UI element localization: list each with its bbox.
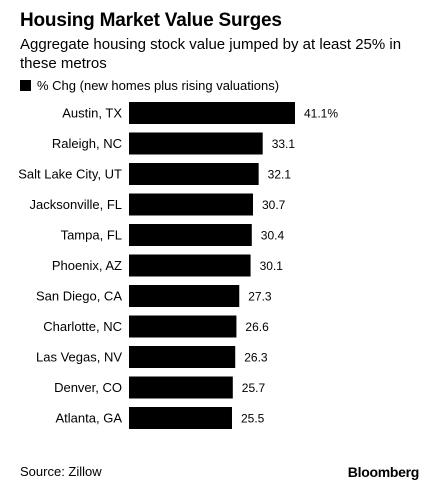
bloomberg-logo: Bloomberg <box>347 464 420 480</box>
value-label-raleigh-nc: 33.1 <box>272 137 296 151</box>
value-label-atlanta-ga: 25.5 <box>241 412 265 426</box>
chart-title: Housing Market Value Surges <box>20 10 282 31</box>
chart-subtitle: Aggregate housing stock value jumped by … <box>20 36 402 72</box>
legend-swatch <box>20 80 31 91</box>
value-label-san-diego-ca: 27.3 <box>248 290 272 304</box>
bar-phoenix-az <box>129 254 251 277</box>
bar-las-vegas-nv <box>129 346 236 368</box>
bar-austin-tx <box>129 102 295 124</box>
category-label-san-diego-ca: San Diego, CA <box>36 289 122 304</box>
category-label-raleigh-nc: Raleigh, NC <box>52 136 122 151</box>
value-label-austin-tx: 41.1% <box>304 107 338 121</box>
value-label-denver-co: 25.7 <box>242 381 266 395</box>
category-label-las-vegas-nv: Las Vegas, NV <box>36 350 122 365</box>
source-note: Source: Zillow <box>20 464 102 479</box>
category-label-austin-tx: Austin, TX <box>62 106 122 121</box>
legend-label: % Chg (new homes plus rising valuations) <box>37 78 280 93</box>
bar-charlotte-nc <box>129 315 237 338</box>
category-label-charlotte-nc: Charlotte, NC <box>43 319 122 334</box>
category-label-phoenix-az: Phoenix, AZ <box>52 258 122 273</box>
bar-denver-co <box>129 376 233 399</box>
value-label-salt-lake-city-ut: 32.1 <box>268 168 292 182</box>
category-label-tampa-fl: Tampa, FL <box>61 228 122 243</box>
category-label-denver-co: Denver, CO <box>54 380 122 395</box>
bar-salt-lake-city-ut <box>129 163 259 185</box>
value-label-tampa-fl: 30.4 <box>261 229 285 243</box>
value-label-las-vegas-nv: 26.3 <box>244 351 268 365</box>
bar-raleigh-nc <box>129 132 263 155</box>
bar-san-diego-ca <box>129 285 240 307</box>
bar-jacksonville-fl <box>129 193 253 216</box>
chart-legend: % Chg (new homes plus rising valuations) <box>20 78 279 93</box>
category-label-atlanta-ga: Atlanta, GA <box>56 411 123 426</box>
category-label-salt-lake-city-ut: Salt Lake City, UT <box>18 167 122 182</box>
category-label-jacksonville-fl: Jacksonville, FL <box>30 197 122 212</box>
bar-atlanta-ga <box>129 407 232 429</box>
value-label-jacksonville-fl: 30.7 <box>262 198 286 212</box>
value-label-charlotte-nc: 26.6 <box>245 320 269 334</box>
value-label-phoenix-az: 30.1 <box>260 259 284 273</box>
bar-chart: Austin, TX 41.1% Raleigh, NC 33.1 Salt Lake … <box>18 102 338 429</box>
bar-tampa-fl <box>129 224 252 246</box>
